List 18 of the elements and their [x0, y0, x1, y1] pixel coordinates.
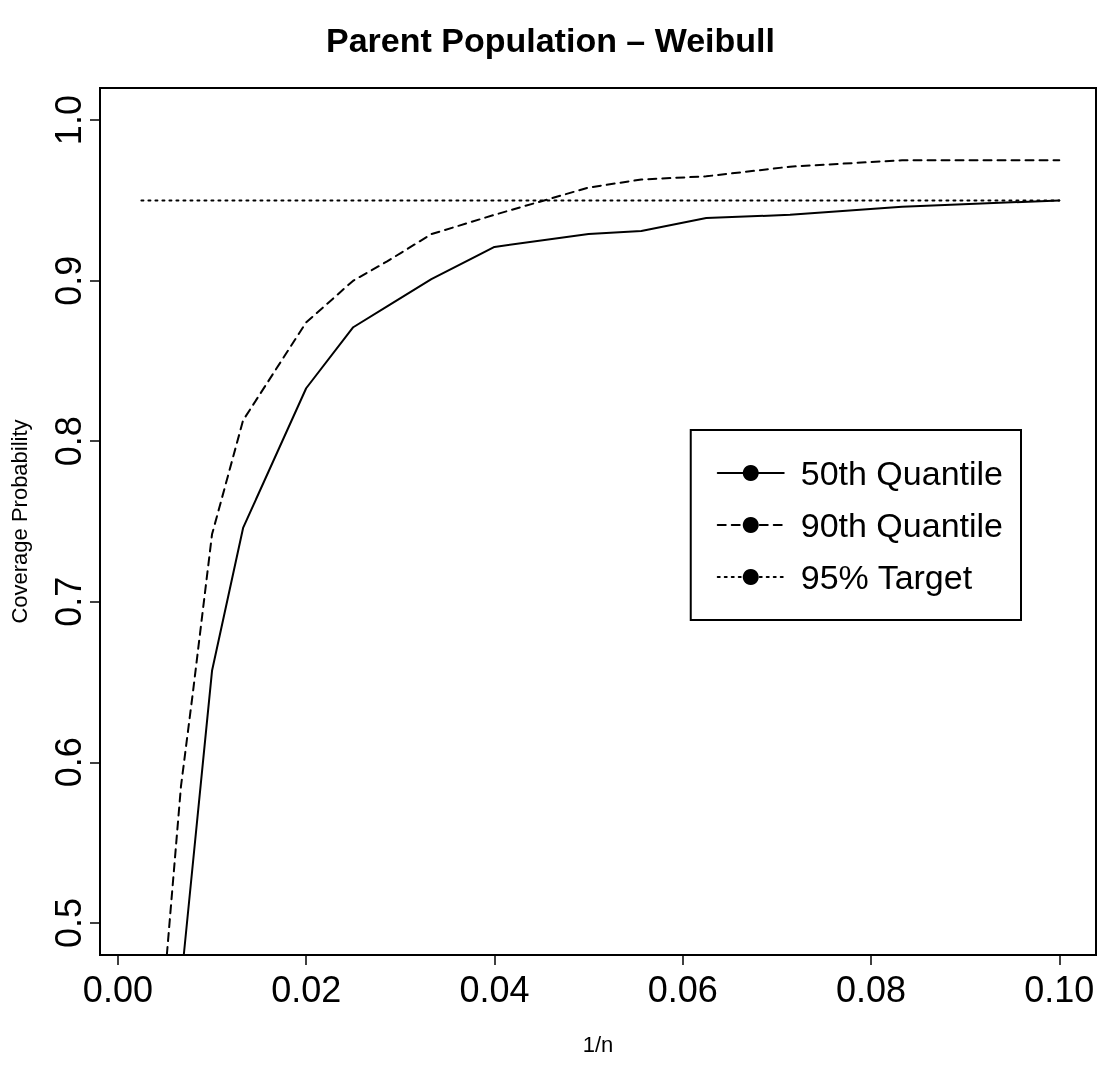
y-axis-title: Coverage Probability: [6, 419, 32, 624]
x-tick-label: 0.02: [271, 968, 342, 1010]
x-tick-label: 0.08: [835, 968, 907, 1010]
legend-label: 95% Target: [800, 558, 973, 596]
y-tick-label: 0.9: [47, 255, 89, 306]
y-tick-label: 0.8: [47, 416, 89, 467]
legend-label: 50th Quantile: [800, 454, 1004, 492]
y-tick-label: 0.7: [47, 576, 89, 627]
legend-label: 90th Quantile: [800, 506, 1004, 544]
x-tick-label: 0.04: [459, 968, 530, 1010]
y-tick-label: 1.0: [47, 95, 89, 146]
x-axis-title: 1/n: [582, 1031, 614, 1057]
x-tick-label: 0.00: [82, 968, 153, 1010]
y-tick-label: 0.6: [47, 737, 89, 788]
chart-title: Parent Population – Weibull: [326, 21, 775, 59]
y-tick-label: 0.5: [47, 897, 89, 948]
x-tick-label: 0.06: [647, 968, 718, 1010]
x-tick-label: 0.10: [1024, 968, 1095, 1010]
